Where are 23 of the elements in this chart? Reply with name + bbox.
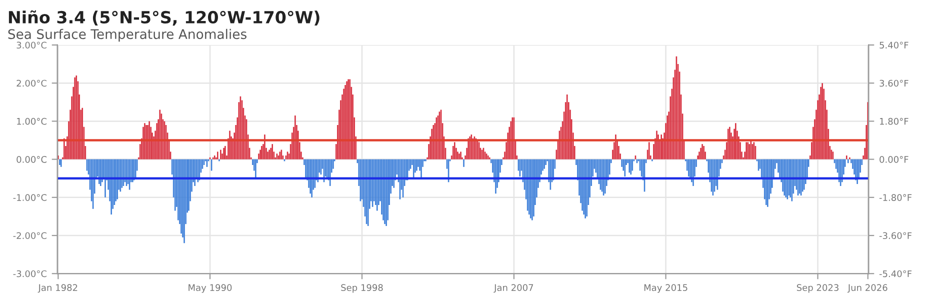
y-tick-label: -3.00°C: [13, 270, 47, 278]
x-tick-label: May 1990: [188, 284, 232, 293]
x-tick-label: May 2015: [644, 284, 688, 293]
y2-tick-label: 5.40°F: [880, 42, 908, 49]
y-tick-label: -2.00°C: [13, 232, 47, 240]
y-tick-label: 3.00°C: [16, 42, 47, 49]
y2-tick-label: -1.80°F: [879, 194, 912, 201]
y-tick-label: 0.00°C: [16, 156, 47, 163]
y2-tick-label: -5.40°F: [879, 270, 912, 278]
y2-tick-label: 1.80°F: [880, 118, 908, 125]
y-tick-label: 2.00°C: [16, 80, 47, 87]
chart-title: Niño 3.4 (5°N-5°S, 120°W-170°W): [8, 10, 320, 26]
y2-tick-label: 3.60°F: [880, 80, 908, 87]
y2-tick-label: 0.00°F: [880, 156, 908, 163]
y-tick-label: -1.00°C: [13, 194, 47, 201]
y2-tick-label: -3.60°F: [879, 232, 912, 240]
x-tick-label: Sep 1998: [341, 284, 383, 293]
chart-subtitle: Sea Surface Temperature Anomalies: [8, 28, 246, 42]
x-tick-label: Jan 1982: [38, 284, 78, 293]
x-tick-label: Sep 2023: [796, 284, 838, 293]
x-tick-label: Jun 2026: [847, 284, 888, 293]
x-tick-label: Jan 2007: [494, 284, 534, 293]
y-tick-label: 1.00°C: [17, 118, 47, 125]
